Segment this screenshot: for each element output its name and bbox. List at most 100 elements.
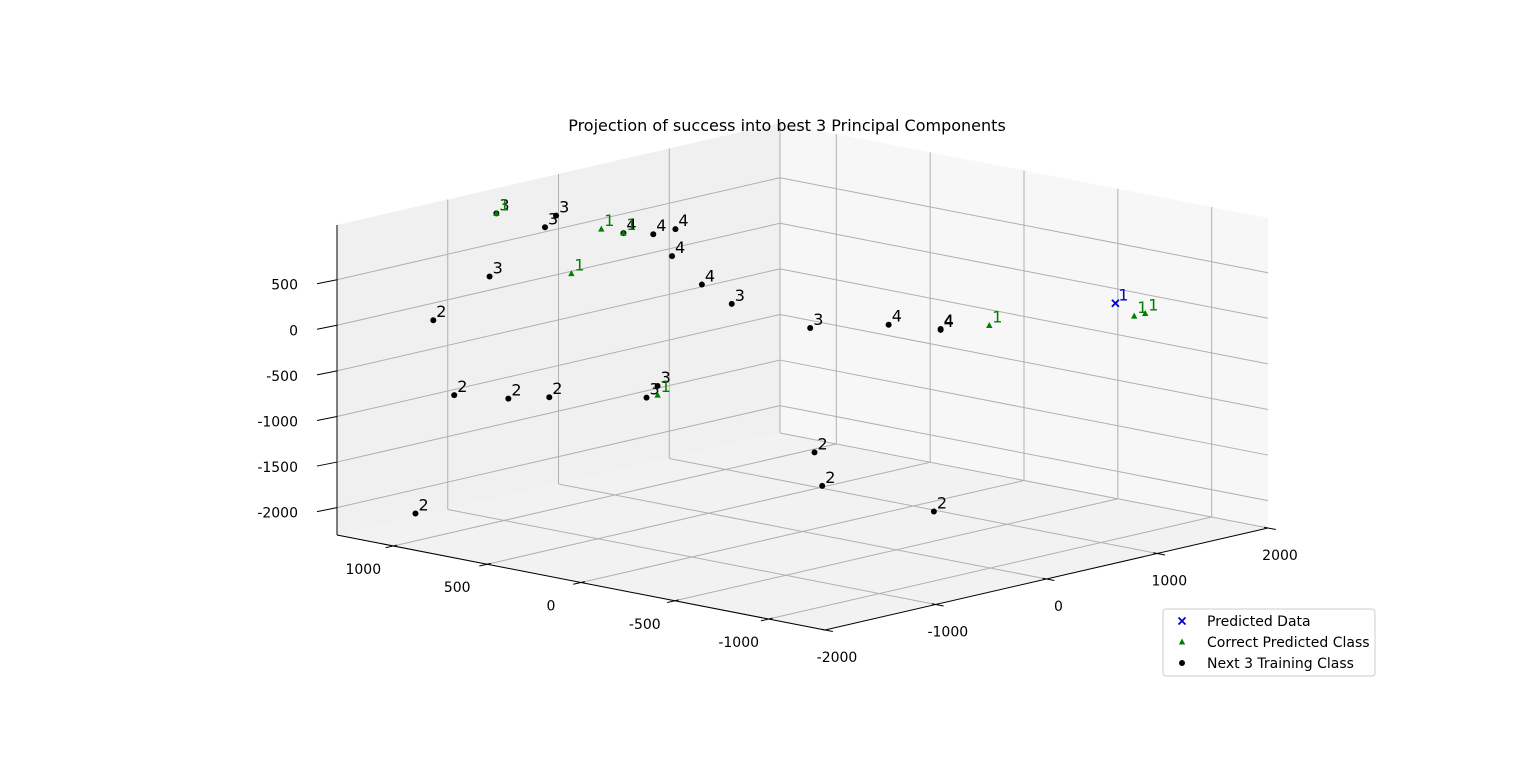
y-tick-label: 0 <box>547 599 556 615</box>
legend-frame <box>1162 608 1376 677</box>
point-label: 2 <box>937 494 947 513</box>
data-point <box>728 300 735 307</box>
point-label: 3 <box>661 368 671 387</box>
legend-entry: Correct Predicted Class <box>1207 635 1370 651</box>
point-label: 3 <box>548 209 558 228</box>
point-label: 2 <box>552 379 562 398</box>
gridline-z-back <box>336 313 781 417</box>
data-point <box>698 281 705 288</box>
data-point <box>672 226 679 233</box>
data-point <box>486 273 493 280</box>
z-tick-label: 0 <box>289 323 298 339</box>
point-label: 2 <box>818 434 828 453</box>
chart-title: Projection of success into best 3 Princi… <box>568 116 1006 135</box>
data-point <box>986 322 993 328</box>
z-tick-label: -500 <box>266 369 298 385</box>
data-point <box>1131 312 1138 319</box>
gridline-z-back <box>336 405 781 509</box>
point-label: 1 <box>992 308 1002 327</box>
y-tick-label: -1000 <box>718 635 759 651</box>
x-tick-label: -2000 <box>817 650 858 666</box>
data-point <box>1142 310 1149 316</box>
x-tick-label: 1000 <box>1151 574 1187 590</box>
gridline-y-floor <box>580 480 1025 583</box>
y-tick-mark <box>666 599 679 604</box>
data-point <box>541 224 548 231</box>
point-label: 2 <box>419 496 429 515</box>
data-point <box>650 231 657 238</box>
point-label: 3 <box>735 286 745 305</box>
y-tick-mark <box>479 562 492 567</box>
z-tick-mark <box>316 507 338 513</box>
x-tick-mark <box>1042 577 1055 582</box>
z-tick-mark <box>316 461 338 467</box>
legend-entry: Predicted Data <box>1207 614 1311 630</box>
gridline-y-floor <box>393 443 837 547</box>
x-tick-label: -1000 <box>927 625 968 641</box>
gridline-y-floor <box>674 498 1118 602</box>
point-label: 4 <box>675 238 685 257</box>
data-point <box>430 317 437 324</box>
data-point <box>811 449 818 456</box>
y-tick-mark <box>385 544 398 549</box>
data-point <box>930 508 937 515</box>
data-point <box>546 394 553 401</box>
z-tick-mark <box>316 324 338 330</box>
point-label: 1 <box>1137 298 1147 317</box>
chart-ticks: -2000 -1000 0 1000 2000 -1000 -500 0 500 1000 -200… <box>257 278 1298 666</box>
gridline-z-side <box>779 177 1269 274</box>
data-point <box>654 391 661 398</box>
point-label: 2 <box>511 381 521 400</box>
gridline-z-back <box>336 359 781 463</box>
point-label: 1 <box>1148 296 1158 315</box>
chart-legend: Predicted Data Correct Predicted Class Nex… <box>1162 608 1376 677</box>
z-tick-mark <box>316 279 338 285</box>
point-label: 4 <box>705 267 715 286</box>
data-point <box>620 229 627 236</box>
data-point <box>412 510 419 517</box>
point-label: 1 <box>499 195 509 214</box>
z-tick-label: 500 <box>271 278 298 294</box>
y-tick-label: 1000 <box>345 562 381 578</box>
data-point <box>654 382 661 389</box>
point-label: 1 <box>574 256 584 275</box>
y-tick-mark <box>573 581 586 585</box>
data-point <box>493 209 500 216</box>
x-tick-mark <box>931 603 944 607</box>
point-label: 4 <box>944 312 954 331</box>
y-tick-mark <box>760 617 773 622</box>
series-2: 1 <box>1111 285 1129 308</box>
point-label: 2 <box>457 377 467 396</box>
point-label: 2 <box>436 302 446 321</box>
z-tick-label: -1000 <box>257 415 298 431</box>
point-label: 4 <box>678 211 688 230</box>
point-label: 4 <box>656 216 666 235</box>
point-label: 1 <box>604 211 614 230</box>
y-tick-label: 500 <box>444 580 471 596</box>
data-point <box>643 394 650 401</box>
point-label: 3 <box>493 259 503 278</box>
point-label: 3 <box>650 380 660 399</box>
data-point <box>807 324 814 331</box>
gridline-y-floor <box>768 516 1212 620</box>
gridline-z-side <box>779 268 1269 365</box>
point-label: 3 <box>559 198 569 217</box>
point-label: 1 <box>1118 285 1128 304</box>
point-label: 4 <box>892 307 902 326</box>
z-tick-label: -2000 <box>257 506 298 522</box>
z-tick-mark <box>316 370 338 376</box>
legend-marker <box>1179 660 1185 666</box>
data-point <box>505 395 512 402</box>
data-point <box>1111 299 1120 308</box>
x-tick-mark <box>820 628 833 633</box>
legend-marker <box>1177 616 1187 626</box>
x-tick-mark <box>1153 552 1166 556</box>
legend-entry: Next 3 Training Class <box>1207 656 1354 672</box>
data-point <box>885 321 892 328</box>
data-point <box>568 270 575 277</box>
gridline-y-floor <box>487 461 931 565</box>
